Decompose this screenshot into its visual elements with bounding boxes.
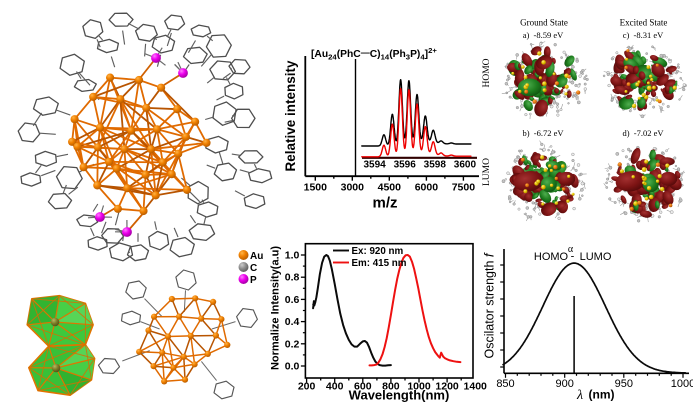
svg-text:Em: 415 nm: Em: 415 nm [352,258,407,269]
svg-text:m/z: m/z [372,195,397,212]
svg-text:3598: 3598 [424,160,447,171]
svg-text:200: 200 [298,381,316,393]
svg-text:0.2: 0.2 [285,338,300,350]
svg-text:(nm): (nm) [589,388,615,402]
svg-text:a) -8.59 eV: a) -8.59 eV [523,30,564,40]
svg-text:Normalize Intensity(a.u): Normalize Intensity(a.u) [270,246,282,370]
svg-text:1400: 1400 [464,381,488,393]
svg-text:b) -6.72 eV: b) -6.72 eV [522,128,564,138]
svg-text:P: P [250,275,257,286]
svg-text:Wavelength(nm): Wavelength(nm) [349,388,450,403]
svg-text:LUMO: LUMO [482,158,492,186]
svg-text:Relative intensity: Relative intensity [283,60,298,172]
svg-text:3596: 3596 [394,160,417,171]
svg-text:λ: λ [576,388,583,403]
svg-text:850: 850 [496,378,514,390]
svg-text:3000: 3000 [341,182,365,194]
svg-text:4500: 4500 [378,182,402,194]
svg-text:c) -8.31 eV: c) -8.31 eV [623,30,664,40]
svg-text:7500: 7500 [452,182,476,194]
svg-text:1.0: 1.0 [285,250,300,262]
svg-text:1500: 1500 [304,182,328,194]
svg-text:LUMO: LUMO [580,251,612,263]
svg-text:-: - [571,251,575,263]
svg-text:HOMO: HOMO [482,58,492,87]
svg-text:Au: Au [250,251,263,262]
svg-text:Oscilator strength f: Oscilator strength f [482,252,497,358]
svg-text:d) -7.02 eV: d) -7.02 eV [622,128,664,138]
svg-text:3600: 3600 [454,160,477,171]
svg-text:0.6: 0.6 [285,294,300,306]
svg-text:0.4: 0.4 [285,316,300,328]
svg-text:400: 400 [326,381,344,393]
svg-text:1000: 1000 [671,378,693,390]
svg-text:950: 950 [615,378,633,390]
svg-text:Ground State: Ground State [520,18,568,28]
svg-text:6000: 6000 [415,182,439,194]
svg-text:0.0: 0.0 [285,361,300,373]
svg-text:Excited State: Excited State [620,18,668,28]
svg-text:0.8: 0.8 [285,272,300,284]
svg-text:3594: 3594 [363,160,386,171]
svg-text:C: C [250,263,257,274]
svg-text:900: 900 [556,378,574,390]
svg-text:HOMO: HOMO [534,251,569,263]
svg-text:Ex: 920 nm: Ex: 920 nm [352,246,404,257]
svg-text:[Au24(PhC—C)14(Ph3P)4]2+: [Au24(PhC—C)14(Ph3P)4]2+ [311,46,437,62]
